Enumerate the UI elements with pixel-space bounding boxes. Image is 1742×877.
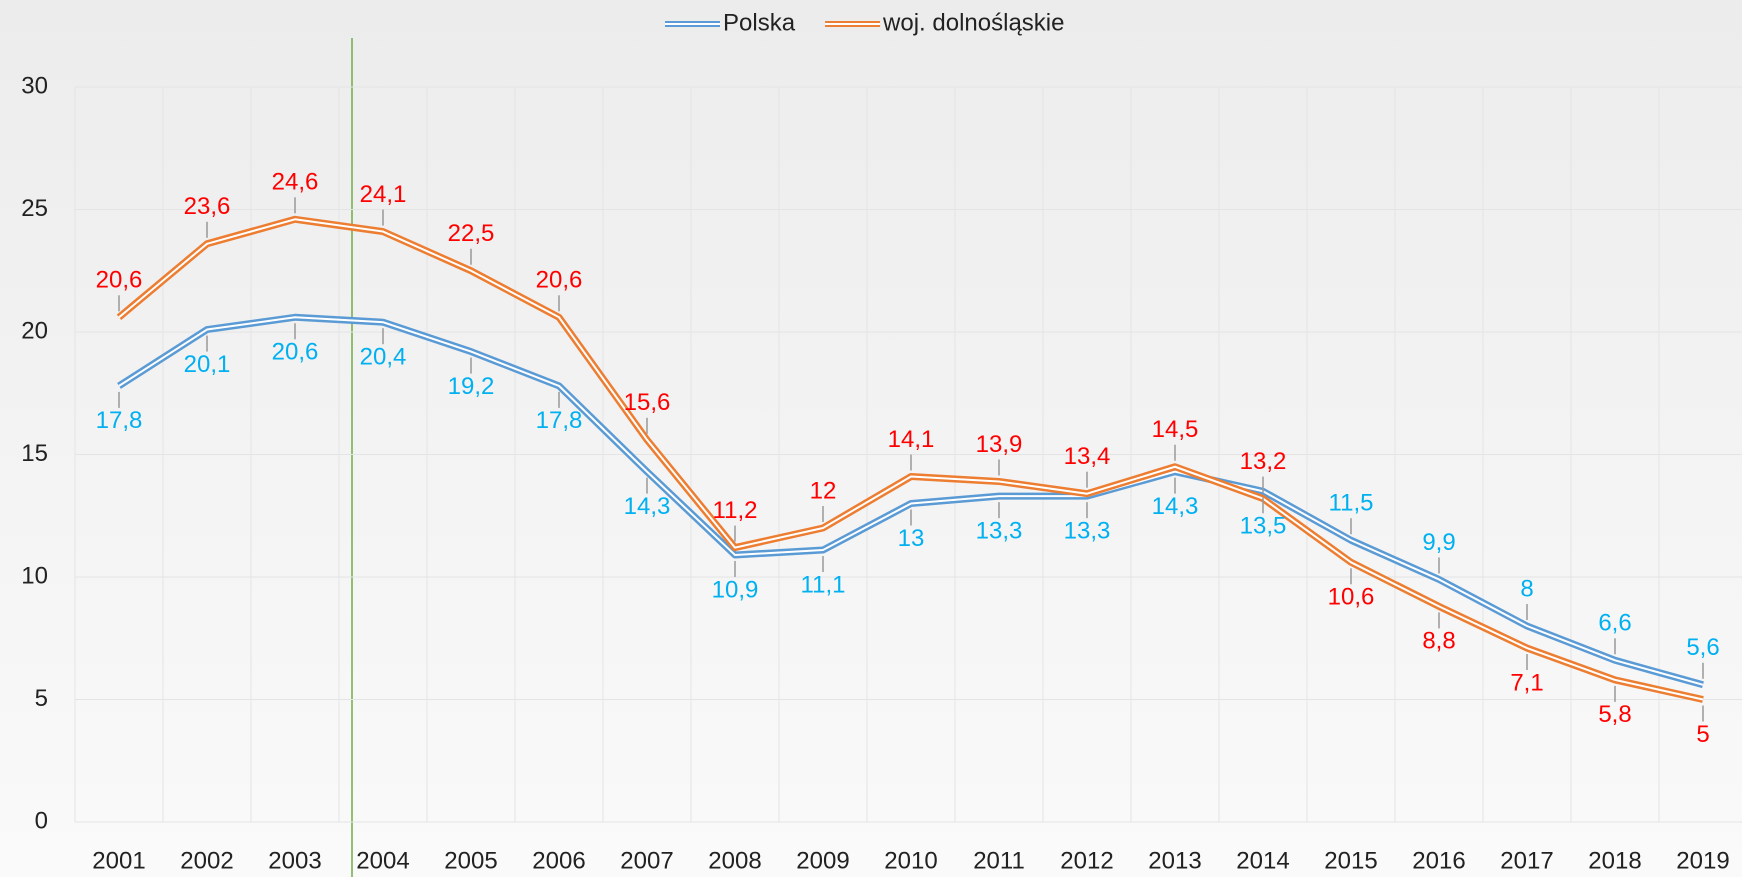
y-tick-label: 10	[21, 562, 48, 589]
data-label: 17,8	[96, 407, 143, 434]
data-label: 13,5	[1240, 513, 1287, 540]
data-label: 20,6	[536, 267, 583, 294]
x-tick-label: 2004	[356, 847, 409, 874]
x-tick-label: 2006	[532, 847, 585, 874]
y-tick-label: 5	[35, 685, 48, 712]
data-label: 19,2	[448, 373, 495, 400]
data-label: 14,3	[624, 493, 671, 520]
series-line-inner	[118, 316, 1704, 686]
legend-label: woj. dolnośląskie	[882, 9, 1064, 36]
x-tick-label: 2016	[1412, 847, 1465, 874]
data-label: 7,1	[1510, 669, 1543, 696]
data-label: 13,2	[1240, 448, 1287, 475]
y-tick-label: 25	[21, 195, 48, 222]
data-label: 14,3	[1152, 493, 1199, 520]
x-tick-label: 2012	[1060, 847, 1113, 874]
data-label: 13,3	[976, 517, 1023, 544]
x-tick-label: 2002	[180, 847, 233, 874]
data-label: 8	[1520, 575, 1533, 602]
data-label: 23,6	[184, 193, 231, 220]
data-label: 15,6	[624, 389, 671, 416]
data-label: 14,5	[1152, 416, 1199, 443]
data-label: 17,8	[536, 407, 583, 434]
series-line-inner	[118, 218, 1704, 701]
data-label: 10,9	[712, 576, 759, 603]
x-tick-label: 2011	[973, 847, 1025, 874]
data-label: 24,6	[272, 169, 319, 196]
data-label: 5,6	[1686, 634, 1719, 661]
x-tick-label: 2009	[796, 847, 849, 874]
data-label: 13,4	[1064, 443, 1111, 470]
data-label: 8,8	[1422, 628, 1455, 655]
data-label: 24,1	[360, 181, 407, 208]
x-tick-label: 2007	[620, 847, 673, 874]
x-tick-label: 2001	[92, 847, 145, 874]
data-label: 12	[810, 477, 837, 504]
x-tick-label: 2013	[1148, 847, 1201, 874]
x-tick-label: 2005	[444, 847, 497, 874]
y-tick-label: 30	[21, 72, 48, 99]
data-label: 14,1	[888, 426, 935, 453]
x-tick-label: 2018	[1588, 847, 1641, 874]
x-tick-label: 2017	[1500, 847, 1553, 874]
x-tick-label: 2008	[708, 847, 761, 874]
legend: Polska woj. dolnośląskie	[665, 9, 1064, 36]
data-label: 13,9	[976, 431, 1023, 458]
data-label: 20,4	[360, 344, 407, 371]
data-label: 5,8	[1598, 701, 1631, 728]
data-label: 5	[1696, 721, 1709, 748]
data-label: 6,6	[1598, 610, 1631, 637]
data-label: 9,9	[1422, 529, 1455, 556]
data-label: 20,1	[184, 351, 231, 378]
legend-label: Polska	[723, 9, 796, 36]
x-tick-label: 2015	[1324, 847, 1377, 874]
data-label: 11,2	[713, 497, 758, 524]
data-label: 20,6	[272, 339, 319, 366]
data-label: 20,6	[96, 267, 143, 294]
data-label: 13,3	[1064, 517, 1111, 544]
x-tick-label: 2019	[1676, 847, 1729, 874]
data-label: 11,5	[1329, 490, 1374, 517]
y-tick-label: 15	[21, 440, 48, 467]
data-label: 22,5	[448, 220, 495, 247]
y-tick-label: 0	[35, 807, 48, 834]
data-label: 13	[898, 525, 925, 552]
x-tick-label: 2003	[268, 847, 321, 874]
data-label: 11,1	[801, 571, 846, 598]
y-tick-label: 20	[21, 317, 48, 344]
x-tick-label: 2014	[1236, 847, 1289, 874]
x-tick-label: 2010	[884, 847, 937, 874]
data-label: 10,6	[1328, 584, 1375, 611]
